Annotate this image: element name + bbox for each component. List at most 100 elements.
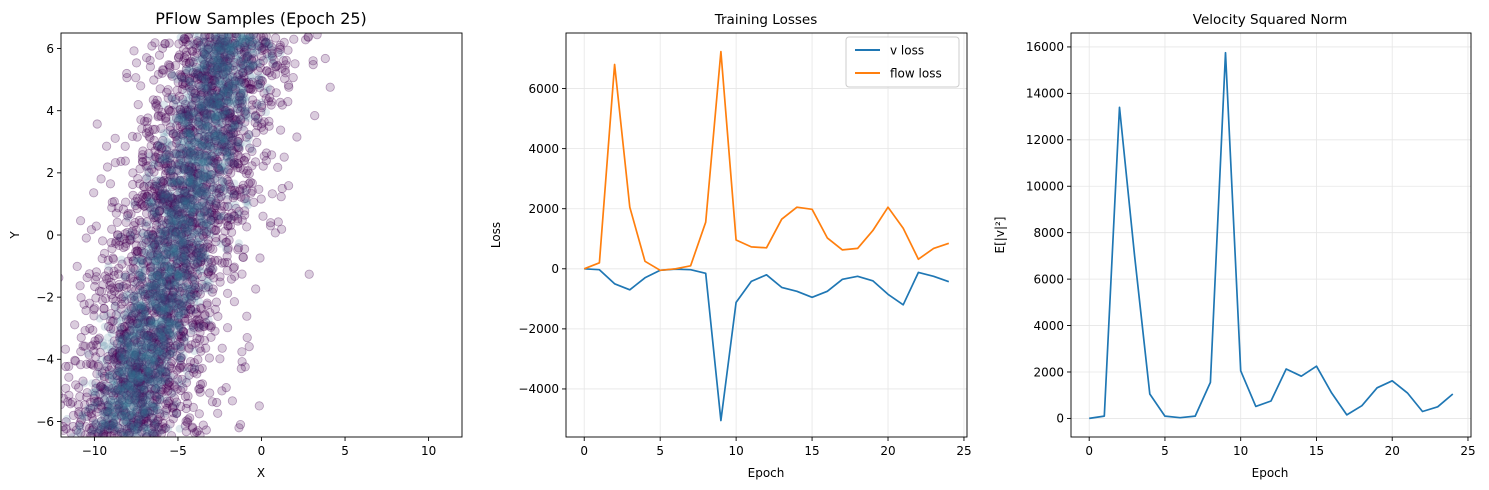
scatter-point	[222, 266, 232, 276]
scatter-point	[89, 188, 99, 198]
scatter-point-dense	[166, 187, 175, 196]
scatter-point	[228, 123, 238, 133]
scatter-point	[75, 281, 85, 291]
scatter-point	[147, 344, 157, 355]
scatter-point	[264, 121, 274, 131]
scatter-point	[277, 63, 287, 73]
scatter-point	[107, 316, 118, 326]
scatter-point	[147, 41, 157, 51]
scatter-point	[251, 284, 261, 294]
scatter-point-dense	[160, 100, 168, 109]
scatter-point	[120, 329, 130, 339]
scatter-point-dense	[187, 191, 196, 200]
scatter-point-dense	[112, 421, 121, 430]
scatter-y-tick-label: −6	[36, 415, 54, 429]
scatter-point-dense	[245, 130, 254, 139]
scatter-point-dense	[167, 237, 176, 246]
scatter-point	[200, 60, 210, 70]
scatter-point-dense	[110, 301, 119, 310]
scatter-point	[193, 142, 203, 152]
velocity-x-tick-label: 20	[1385, 444, 1400, 458]
scatter-point-dense	[155, 217, 163, 226]
scatter-point-dense	[241, 187, 250, 196]
scatter-point-dense	[262, 54, 270, 63]
scatter-point	[120, 141, 130, 151]
scatter-point-dense	[187, 183, 195, 192]
scatter-point	[135, 329, 145, 340]
scatter-point	[160, 347, 170, 358]
scatter-point	[109, 270, 119, 281]
scatter-point-dense	[195, 297, 204, 306]
scatter-point	[211, 297, 221, 307]
scatter-point	[158, 288, 168, 298]
scatter-point	[158, 190, 168, 200]
scatter-point	[142, 191, 152, 201]
scatter-point-dense	[100, 322, 109, 331]
scatter-point-dense	[216, 79, 225, 88]
scatter-point	[205, 388, 215, 398]
scatter-point-dense	[234, 139, 243, 148]
scatter-x-tick-label: 10	[421, 444, 436, 458]
scatter-point	[157, 43, 168, 53]
scatter-point	[85, 323, 95, 334]
scatter-point	[172, 384, 182, 394]
scatter-point	[176, 353, 186, 363]
scatter-point-dense	[179, 165, 188, 174]
scatter-point	[176, 344, 186, 354]
scatter-point-dense	[199, 56, 208, 65]
scatter-point-dense	[178, 289, 187, 298]
scatter-point	[136, 81, 146, 91]
scatter-point	[153, 149, 163, 159]
scatter-point	[222, 216, 232, 226]
scatter-point	[198, 230, 208, 240]
scatter-point-dense	[242, 104, 251, 113]
velocity-x-axis-label: Epoch	[1252, 466, 1289, 480]
scatter-point	[202, 146, 212, 156]
scatter-point	[135, 164, 145, 174]
scatter-point-dense	[244, 201, 252, 210]
losses-legend: v loss flow loss	[845, 36, 960, 88]
scatter-point	[129, 46, 139, 56]
scatter-point	[279, 37, 289, 48]
scatter-point	[229, 158, 239, 168]
scatter-point	[162, 218, 172, 228]
scatter-point	[259, 151, 269, 161]
scatter-point-dense	[73, 427, 82, 436]
scatter-point	[61, 344, 70, 354]
velocity-x-tick-label: 5	[1161, 444, 1169, 458]
scatter-point	[115, 393, 125, 404]
scatter-point-dense	[95, 367, 104, 376]
scatter-point	[214, 184, 224, 194]
scatter-point	[125, 234, 135, 244]
scatter-point	[64, 372, 74, 382]
scatter-point-dense	[165, 176, 174, 185]
scatter-point	[145, 133, 155, 143]
scatter-point-dense	[162, 258, 171, 267]
scatter-point	[206, 322, 216, 332]
scatter-point-dense	[229, 190, 238, 199]
scatter-point-dense	[174, 354, 183, 363]
scatter-point	[223, 323, 233, 333]
scatter-point	[206, 321, 216, 331]
scatter-point	[169, 308, 179, 318]
scatter-point-dense	[180, 300, 189, 309]
scatter-point-dense	[223, 99, 232, 107]
scatter-point	[213, 408, 223, 418]
scatter-point-dense	[188, 79, 197, 88]
scatter-point-dense	[165, 250, 174, 259]
velocity-y-tick-label: 0	[1056, 412, 1064, 426]
scatter-point-dense	[186, 245, 195, 254]
scatter-point	[102, 162, 113, 172]
scatter-point	[125, 387, 135, 397]
scatter-point	[181, 109, 191, 119]
scatter-point	[283, 80, 294, 90]
scatter-point-dense	[190, 276, 199, 284]
scatter-point	[156, 301, 166, 311]
scatter-point-dense	[166, 284, 175, 293]
scatter-point	[270, 33, 281, 43]
scatter-point	[131, 391, 141, 401]
scatter-point	[195, 261, 205, 271]
scatter-point-dense	[188, 260, 196, 269]
scatter-point	[189, 108, 199, 118]
scatter-point-dense	[199, 135, 208, 144]
